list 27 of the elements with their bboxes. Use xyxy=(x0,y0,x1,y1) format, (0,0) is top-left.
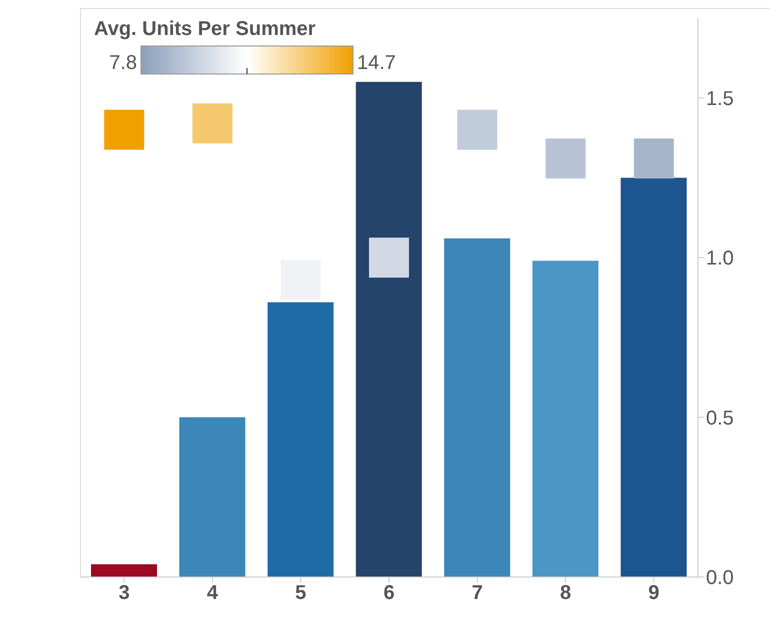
y2-tick-label: 1.5 xyxy=(706,88,734,110)
point xyxy=(192,103,232,144)
x-tick-label: 9 xyxy=(648,582,660,604)
bar xyxy=(620,178,687,577)
bar xyxy=(532,260,598,577)
point xyxy=(369,238,409,278)
x-tick-label: 3 xyxy=(118,582,130,604)
y2-tick-label: 0.0 xyxy=(706,567,734,590)
point xyxy=(104,110,144,150)
y2-tick-label: 0.5 xyxy=(706,407,734,430)
bar xyxy=(91,564,157,577)
point xyxy=(546,138,586,179)
x-tick-label: 8 xyxy=(560,582,572,604)
y2-tick-label: 1.0 xyxy=(706,248,734,270)
x-tick-label: 6 xyxy=(383,582,395,604)
point xyxy=(457,110,498,150)
annotation: 7.8 xyxy=(109,52,137,74)
legend-title: Avg. Units Per Summer xyxy=(94,18,316,41)
bar xyxy=(268,302,334,577)
x-tick-label: 7 xyxy=(472,582,483,604)
bar xyxy=(179,417,246,577)
annotation: 14.7 xyxy=(357,52,396,74)
bar xyxy=(356,82,422,577)
x-tick-label: 5 xyxy=(295,582,306,604)
point xyxy=(634,138,674,179)
x-tick-label: 4 xyxy=(206,582,219,604)
bar xyxy=(444,238,510,577)
